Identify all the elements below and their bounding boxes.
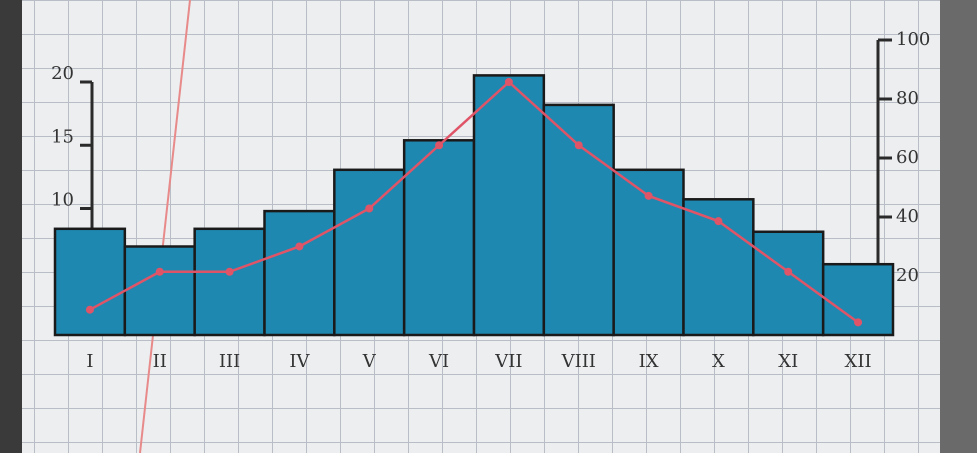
x-tick-label: III: [219, 351, 240, 372]
y-tick-label: 20: [51, 63, 74, 84]
photo-edge: [0, 0, 22, 453]
bar: [263, 209, 336, 337]
x-tick-label: VIII: [561, 351, 596, 372]
x-tick-label: VI: [428, 351, 449, 372]
x-tick-label: IX: [639, 351, 659, 372]
y2-tick-label: 40: [896, 206, 919, 227]
y2-tick-label: 80: [896, 88, 919, 109]
x-tick-label: I: [86, 351, 93, 372]
y2-tick-label: 60: [896, 147, 919, 168]
bar: [542, 103, 615, 337]
photo-edge: [940, 0, 977, 453]
x-tick-label: XII: [845, 351, 872, 372]
bar: [193, 227, 266, 337]
bar: [472, 74, 546, 337]
y2-tick-label: 20: [896, 265, 919, 286]
bar: [752, 230, 825, 337]
point: [155, 267, 164, 276]
x-tick-label: X: [712, 351, 725, 372]
x-tick-label: IV: [289, 351, 310, 372]
point: [784, 267, 793, 276]
y2-tick-label: 100: [896, 29, 930, 50]
point: [85, 305, 94, 314]
point: [644, 191, 653, 200]
bar: [333, 168, 406, 337]
margin-line: [139, 0, 191, 453]
point: [365, 204, 374, 213]
bar: [123, 245, 196, 337]
x-tick-label: VII: [494, 351, 522, 372]
bar: [402, 139, 476, 337]
line: [89, 80, 859, 324]
point: [574, 141, 583, 150]
x-tick-label: V: [362, 351, 377, 372]
bar: [53, 227, 127, 337]
point: [225, 267, 234, 276]
point: [295, 242, 304, 251]
y-tick-label: 10: [51, 190, 74, 211]
point: [435, 141, 444, 150]
point: [854, 318, 863, 327]
point: [504, 78, 513, 86]
x-tick-label: II: [153, 351, 167, 372]
y-tick-label: 15: [51, 126, 74, 147]
point: [714, 217, 723, 226]
x-tick-label: XI: [778, 351, 798, 372]
